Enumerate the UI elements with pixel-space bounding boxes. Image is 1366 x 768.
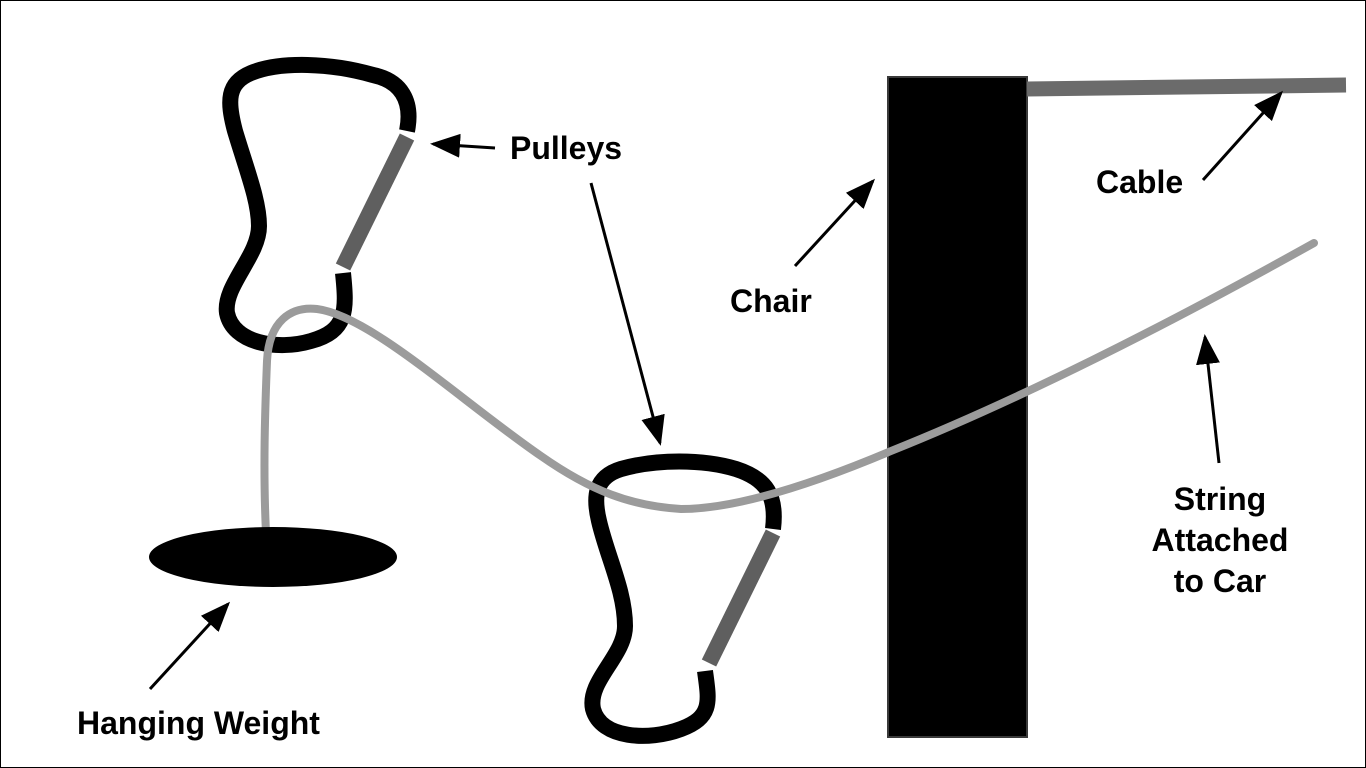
- hanging-weight-shape: [149, 527, 397, 587]
- cable-arrow: [1201, 90, 1284, 182]
- string-label-line3: to Car: [1174, 563, 1266, 599]
- upper-pulley-frame: [218, 57, 417, 354]
- hanging-weight-label: Hanging Weight: [77, 705, 320, 741]
- upper-pulley-gate: [335, 133, 415, 271]
- cable-line: [1026, 77, 1347, 97]
- pulleys-arrow-to-upper: [430, 133, 496, 158]
- hanging-weight-arrow: [148, 601, 231, 691]
- chair-arrow: [793, 178, 876, 268]
- upper-pulley: [218, 57, 417, 354]
- string-label-line1: String: [1174, 481, 1266, 517]
- chair-label: Chair: [730, 283, 812, 319]
- string-label-line2: Attached: [1152, 522, 1289, 558]
- lower-pulley-gate: [701, 529, 781, 667]
- pulleys-label: Pulleys: [510, 130, 622, 166]
- cable-label: Cable: [1096, 164, 1183, 200]
- pulleys-arrow-to-lower: [589, 182, 665, 446]
- chair-shape: [887, 76, 1028, 738]
- lower-pulley-frame: [584, 453, 782, 744]
- lower-pulley: [584, 453, 782, 744]
- string-arrow: [1196, 334, 1221, 464]
- string-line: [260, 239, 1318, 537]
